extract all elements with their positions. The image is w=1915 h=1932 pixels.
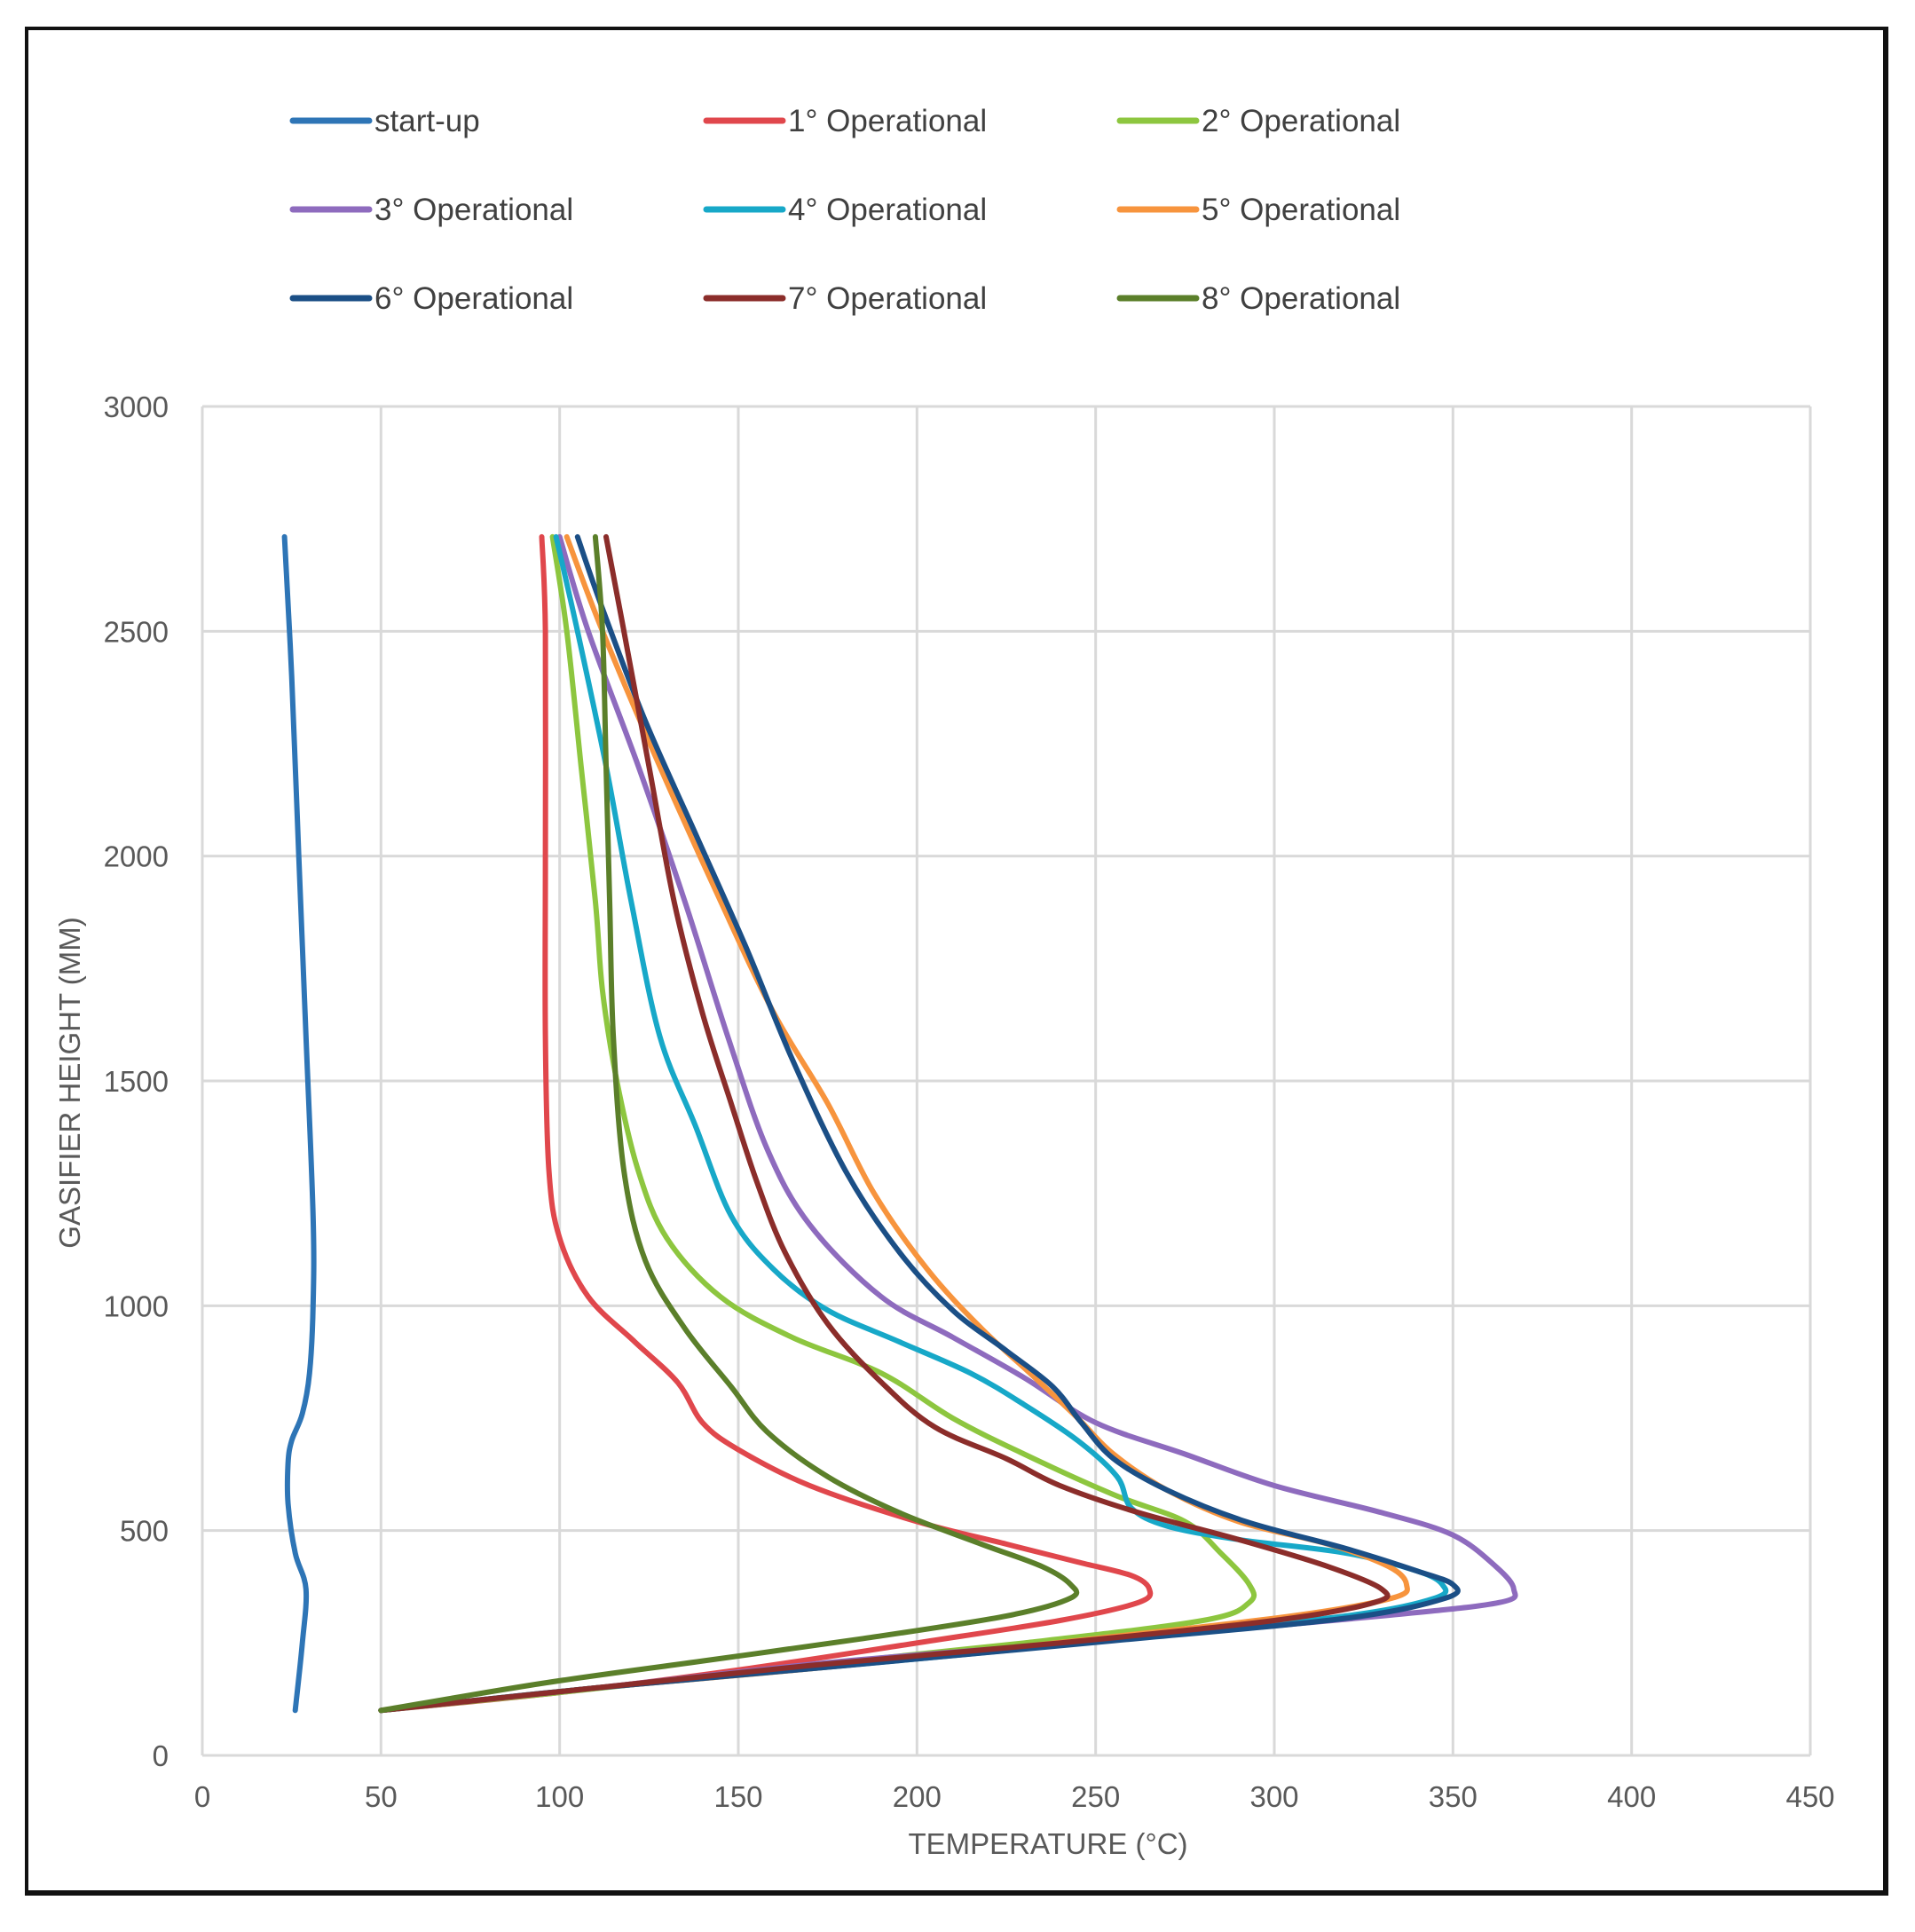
y-tick-label: 1000 [104, 1289, 169, 1322]
legend: start-up 1° Operational 2° Operational 3° O… [289, 104, 1400, 316]
legend-label: 6° Operational [374, 281, 573, 316]
legend-label: 1° Operational [788, 104, 987, 138]
x-tick-label: 350 [1429, 1780, 1478, 1813]
series-line-3 [378, 533, 1257, 1714]
x-tick-label: 50 [365, 1780, 398, 1813]
y-tick-label: 0 [153, 1739, 169, 1772]
x-tick-label: 150 [713, 1780, 762, 1813]
y-tick-label: 500 [120, 1515, 169, 1548]
x-tick-label: 250 [1071, 1780, 1120, 1813]
series-line-8 [378, 533, 1391, 1714]
series-line-9 [378, 533, 1080, 1714]
y-axis-title: GASIFIER HEIGHT (MM) [53, 917, 86, 1248]
x-tick-label: 450 [1785, 1780, 1834, 1813]
tick-labels: 0 50 100 150 200 250 300 350 400 450 0 500 1000 1500 2… [104, 390, 1835, 1813]
y-tick-label: 1500 [104, 1065, 169, 1098]
series-line-1 [281, 533, 317, 1714]
legend-label: 4° Operational [788, 193, 987, 227]
x-tick-label: 100 [535, 1780, 584, 1813]
x-tick-label: 0 [194, 1780, 210, 1813]
series-line-6 [378, 533, 1410, 1714]
legend-label: 5° Operational [1202, 193, 1400, 227]
series-layer [281, 533, 1518, 1714]
x-tick-label: 400 [1607, 1780, 1656, 1813]
legend-label: 7° Operational [788, 281, 987, 316]
x-axis-title: TEMPERATURE (°C) [908, 1827, 1187, 1860]
x-tick-label: 300 [1249, 1780, 1298, 1813]
y-tick-label: 2000 [104, 840, 169, 873]
series-line-2 [378, 533, 1154, 1714]
legend-label: 3° Operational [374, 193, 573, 227]
x-tick-label: 200 [893, 1780, 942, 1813]
legend-label: start-up [374, 104, 480, 138]
y-tick-label: 2500 [104, 615, 169, 648]
legend-label: 2° Operational [1202, 104, 1400, 138]
legend-label: 8° Operational [1202, 281, 1400, 316]
y-tick-label: 3000 [104, 390, 169, 423]
figure-frame [25, 27, 1888, 1896]
series-line-7 [378, 533, 1461, 1714]
